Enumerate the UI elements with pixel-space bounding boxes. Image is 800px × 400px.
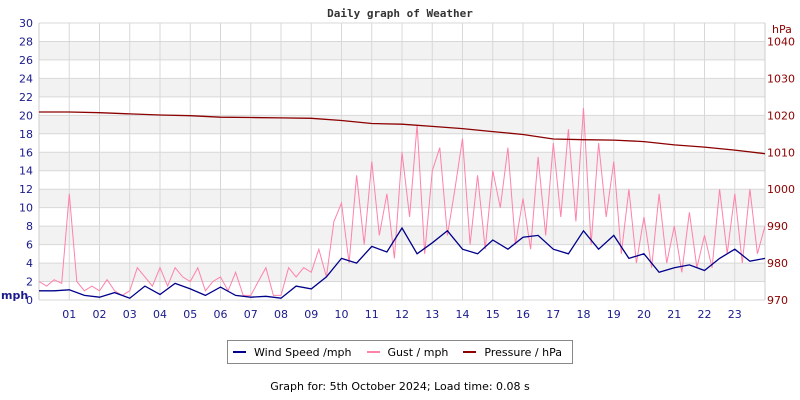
left-tick-label: 12 (19, 183, 33, 196)
left-tick-label: 24 (19, 72, 33, 85)
left-tick-label: 18 (19, 128, 33, 141)
x-tick-label: 19 (607, 308, 621, 321)
left-tick-label: 2 (26, 276, 33, 289)
legend-item-pressure: Pressure / hPa (463, 346, 562, 359)
series-line-pressure (39, 111, 766, 155)
right-axis-label: hPa (772, 23, 792, 36)
weather-chart: Daily graph of Weather024681012141618202… (1, 7, 795, 321)
right-tick-label: 1020 (767, 109, 795, 122)
right-tick-label: 970 (767, 294, 788, 307)
x-tick-label: 06 (214, 308, 228, 321)
left-tick-label: 8 (26, 220, 33, 233)
x-tick-label: 14 (456, 308, 470, 321)
left-tick-label: 22 (19, 91, 33, 104)
x-tick-label: 09 (304, 308, 318, 321)
legend-gust-label: Gust / mph (387, 345, 449, 359)
series-line-wind (39, 226, 766, 299)
x-tick-label: 08 (274, 308, 288, 321)
x-tick-label: 21 (667, 308, 681, 321)
x-tick-label: 01 (62, 308, 76, 321)
footer-text: Graph for: 5th October 2024; Load time: … (270, 380, 530, 393)
right-tick-label: 980 (767, 257, 788, 270)
x-tick-label: 15 (486, 308, 500, 321)
x-tick-label: 16 (516, 308, 530, 321)
right-tick-label: 1010 (767, 146, 795, 159)
legend-wind-label: Wind Speed /mph (254, 345, 352, 359)
x-tick-label: 20 (637, 308, 651, 321)
x-tick-label: 22 (698, 308, 712, 321)
x-tick-label: 07 (244, 308, 258, 321)
left-tick-label: 26 (19, 54, 33, 67)
x-tick-label: 18 (577, 308, 591, 321)
pressure-swatch (463, 351, 477, 353)
x-tick-label: 03 (123, 308, 137, 321)
left-tick-label: 6 (26, 239, 33, 252)
x-tick-label: 17 (546, 308, 560, 321)
legend: Wind Speed /mph Gust / mph Pressure / hP… (227, 340, 573, 364)
left-tick-label: 30 (19, 17, 33, 30)
right-tick-label: 990 (767, 220, 788, 233)
left-tick-label: 16 (19, 146, 33, 159)
series-line-gust (38, 107, 766, 296)
wind-swatch (233, 351, 246, 353)
left-tick-label: 10 (19, 202, 33, 215)
left-tick-label: 4 (26, 257, 33, 270)
right-tick-label: 1000 (767, 183, 795, 196)
x-tick-label: 02 (93, 308, 107, 321)
x-tick-label: 23 (728, 308, 742, 321)
chart-title: Daily graph of Weather (327, 7, 473, 20)
right-tick-label: 1030 (767, 72, 795, 85)
legend-item-wind: Wind Speed /mph (233, 346, 352, 359)
x-tick-label: 11 (365, 308, 379, 321)
x-tick-label: 10 (335, 308, 349, 321)
right-tick-label: 1040 (767, 35, 795, 48)
gust-swatch (366, 351, 380, 353)
x-tick-label: 04 (153, 308, 167, 321)
left-tick-label: 28 (19, 35, 33, 48)
x-tick-label: 13 (425, 308, 439, 321)
left-tick-label: 20 (19, 109, 33, 122)
left-axis-label: mph (1, 289, 28, 302)
x-tick-label: 12 (395, 308, 409, 321)
legend-item-gust: Gust / mph (366, 345, 449, 359)
x-tick-label: 05 (183, 308, 197, 321)
legend-pressure-label: Pressure / hPa (484, 345, 562, 359)
left-tick-label: 0 (26, 294, 33, 307)
left-tick-label: 14 (19, 165, 33, 178)
